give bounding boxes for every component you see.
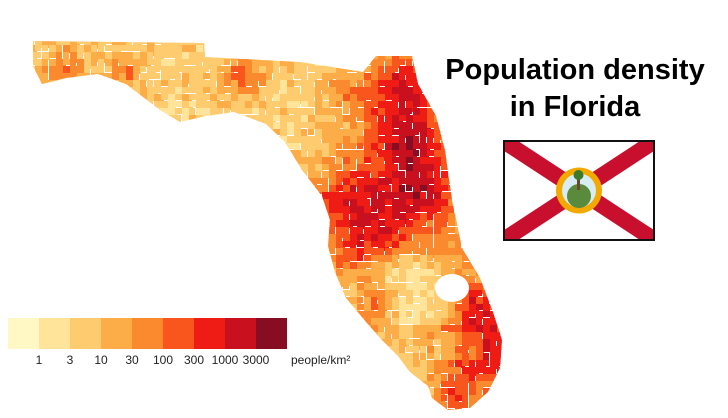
legend-swatch <box>163 318 194 349</box>
legend-unit: people/km² <box>291 353 351 367</box>
title-line-2: in Florida <box>509 91 641 123</box>
map-title: Population density in Florida <box>440 52 710 126</box>
legend-ticks: 3000 1000 300 100 30 10 3 1 people/km² <box>8 353 428 373</box>
legend-tick-label: 1 <box>35 353 43 367</box>
legend-swatch <box>225 318 256 349</box>
legend-tick-label: 10 <box>94 353 108 367</box>
legend-tick-label: 100 <box>152 353 174 367</box>
florida-flag <box>503 140 655 241</box>
legend-color-scale <box>8 318 428 349</box>
legend-tick-label: 3000 <box>242 353 270 367</box>
legend-swatch <box>70 318 101 349</box>
legend-tick-label: 1000 <box>211 353 239 367</box>
legend-swatch <box>39 318 70 349</box>
legend-tick-label: 30 <box>125 353 139 367</box>
density-legend: 3000 1000 300 100 30 10 3 1 people/km² <box>8 318 428 373</box>
legend-swatch <box>101 318 132 349</box>
lake-okeechobee <box>435 274 469 302</box>
legend-tick-label: 3 <box>66 353 74 367</box>
legend-swatch <box>132 318 163 349</box>
legend-swatch <box>8 318 39 349</box>
legend-swatch <box>194 318 225 349</box>
title-line-1: Population density <box>445 54 705 86</box>
legend-swatch <box>256 318 287 349</box>
legend-tick-label: 300 <box>183 353 205 367</box>
